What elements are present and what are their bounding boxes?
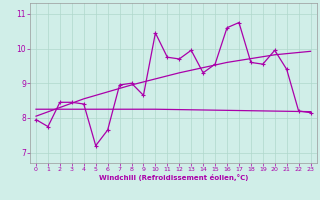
X-axis label: Windchill (Refroidissement éolien,°C): Windchill (Refroidissement éolien,°C) — [99, 174, 248, 181]
